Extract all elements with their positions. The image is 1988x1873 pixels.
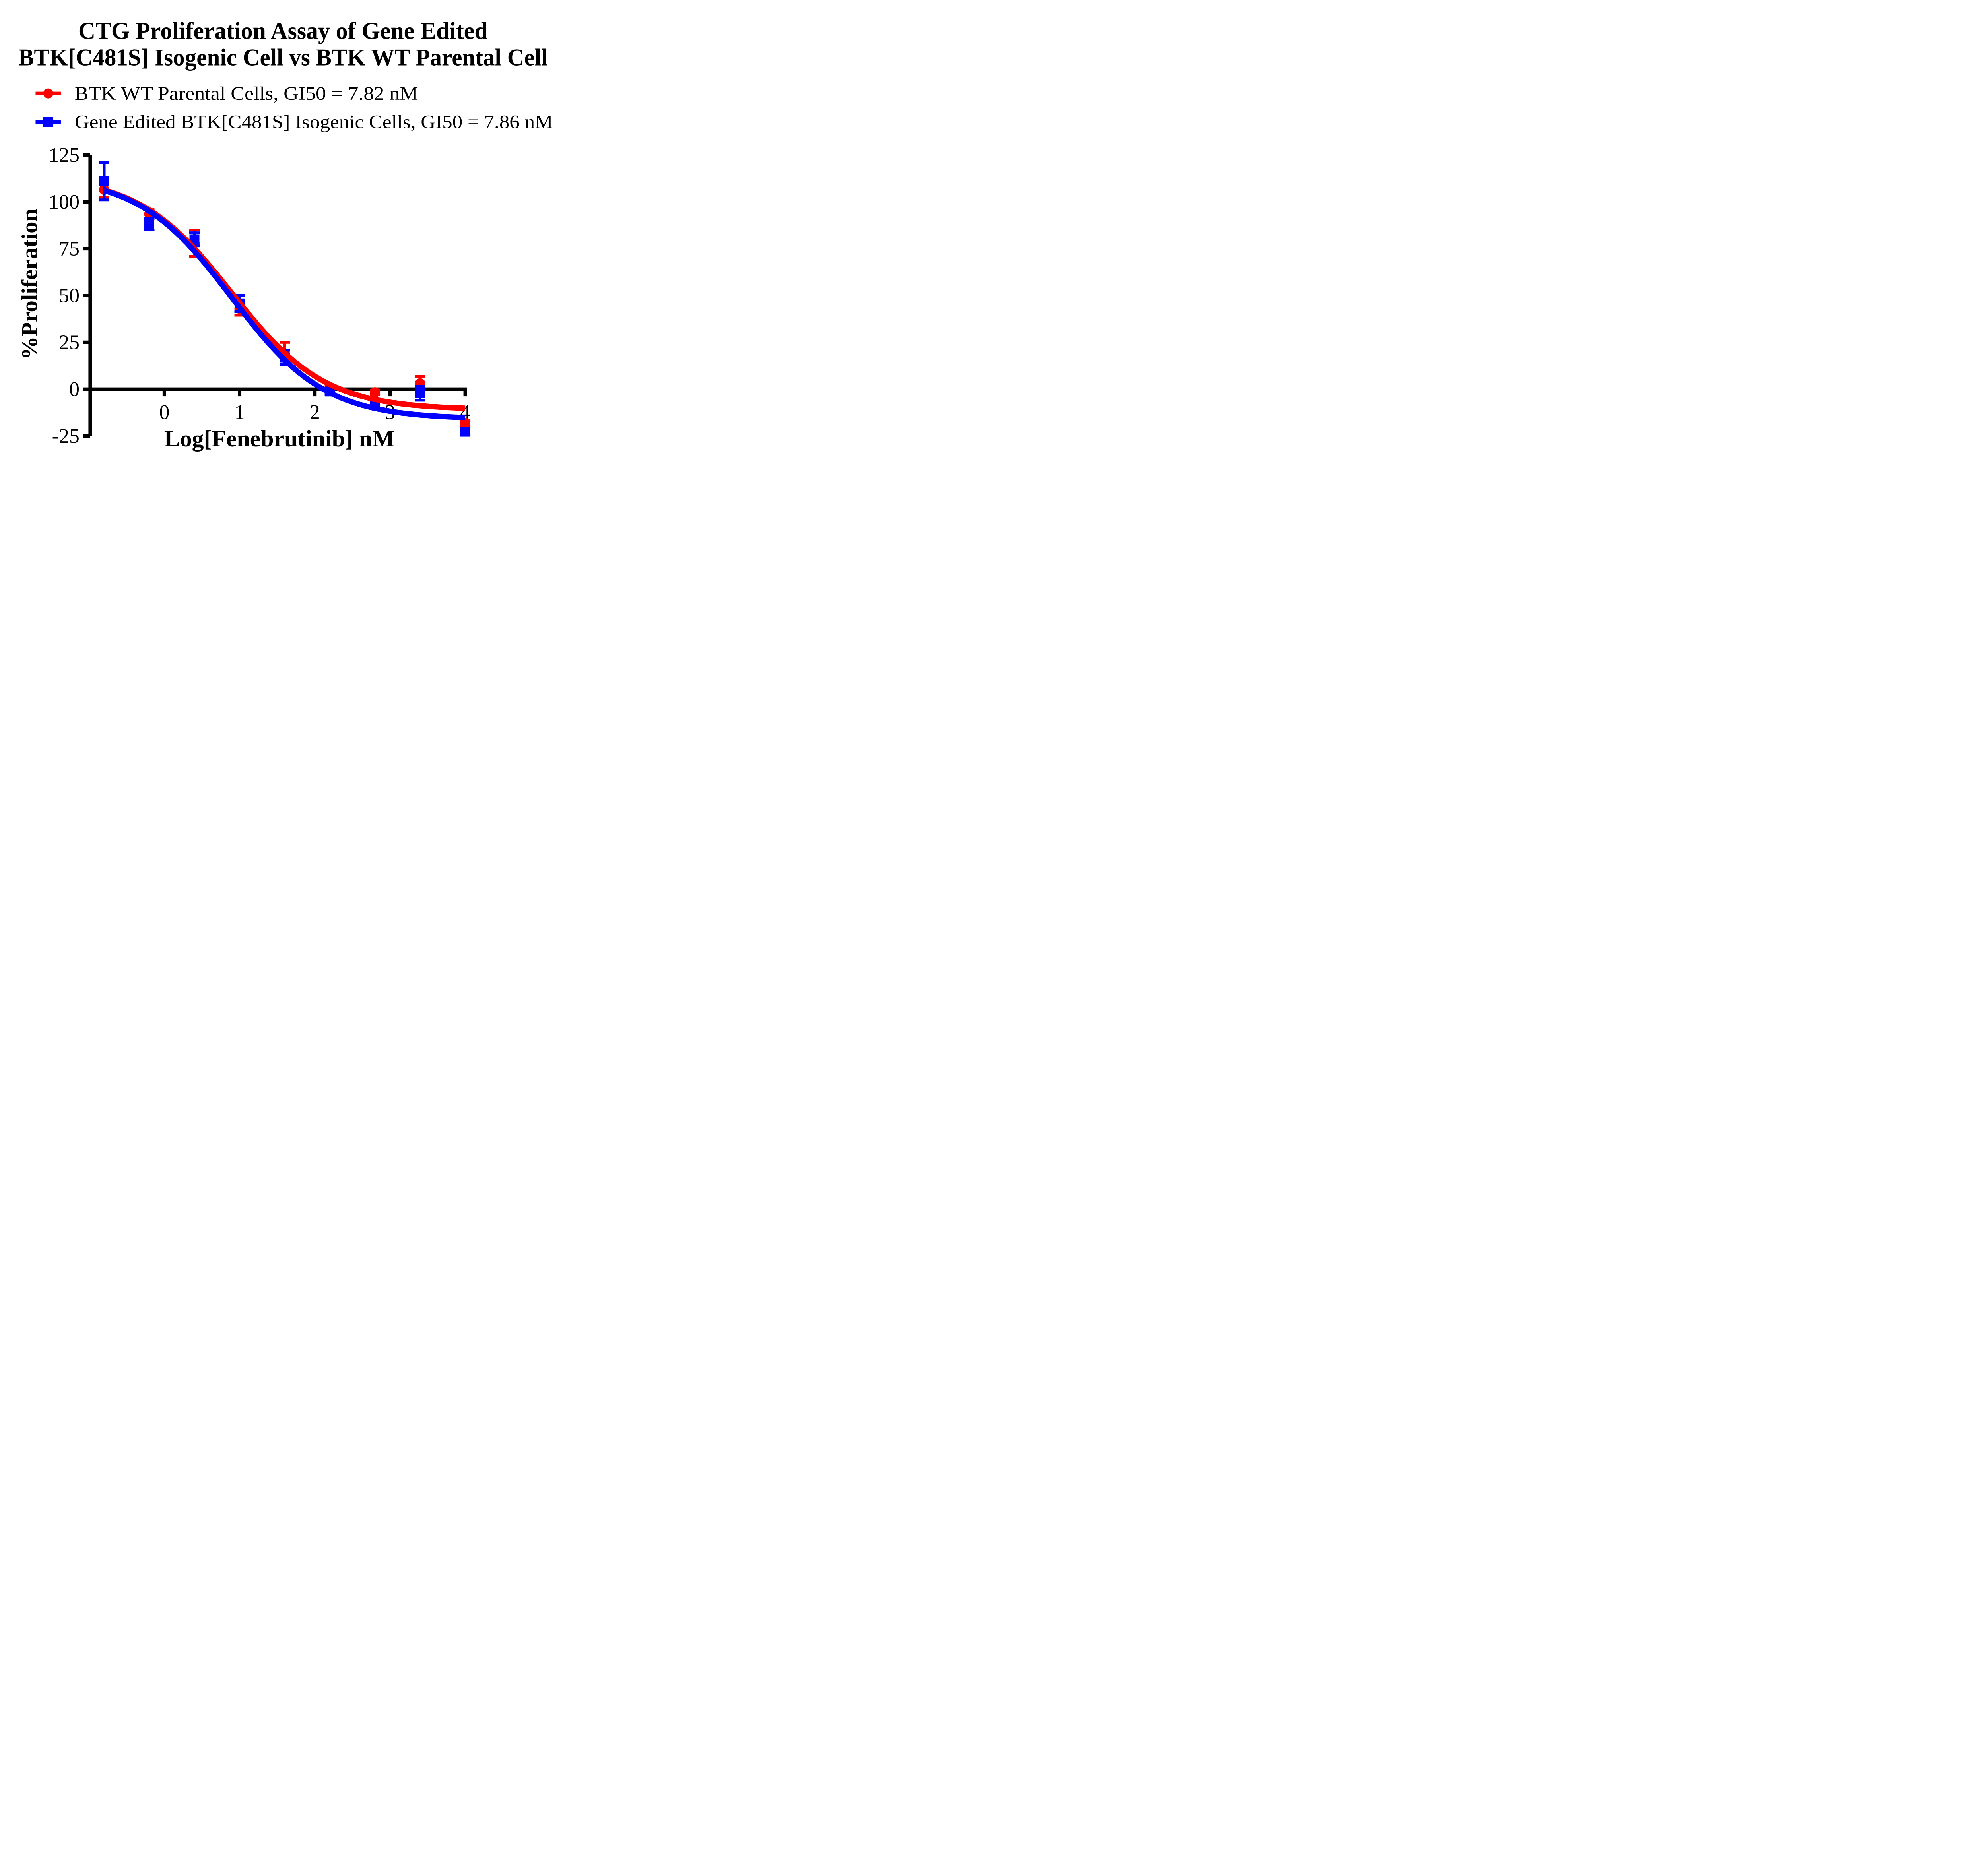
legend-item-wt-parental: BTK WT Parental Cells, GI50 = 7.82 nM	[35, 83, 418, 104]
fit-curves	[103, 187, 467, 421]
legend-label-c481s: Gene Edited BTK[C481S] Isogenic Cells, G…	[75, 112, 553, 133]
y-tick-label: 100	[49, 191, 80, 213]
chart-title-line1: CTG Proliferation Assay of Gene Edited	[78, 18, 488, 44]
x-tick-label: 0	[159, 401, 169, 424]
x-axis-title: Log[Fenebrutinib] nM	[164, 426, 395, 452]
x-tick-label: 2	[310, 401, 320, 424]
data-points	[99, 161, 471, 437]
data-point-square	[415, 388, 425, 398]
y-tick-label: 0	[69, 378, 80, 401]
data-point-circle	[370, 387, 381, 398]
legend-label-wt-parental: BTK WT Parental Cells, GI50 = 7.82 nM	[75, 83, 418, 104]
data-point-square	[460, 427, 470, 437]
y-axis-title: %Proliferation	[17, 209, 42, 360]
fit-curve-wt-parental	[103, 187, 467, 411]
y-axis-ticks	[83, 153, 90, 438]
figure: CTG Proliferation Assay of Gene Edited B…	[0, 0, 559, 468]
data-point-circle	[460, 418, 471, 429]
x-tick-label: 1	[235, 401, 245, 424]
series-wt-parental	[99, 180, 471, 429]
y-axis-tick-labels: 125 100 75 50 25 0 -25	[49, 144, 80, 448]
y-tick-label: 125	[49, 144, 80, 167]
data-point-square	[99, 176, 109, 186]
legend-circle-marker-icon	[43, 88, 53, 99]
legend: BTK WT Parental Cells, GI50 = 7.82 nM Ge…	[35, 83, 553, 133]
y-tick-label: -25	[52, 425, 80, 448]
chart-title-line2: BTK[C481S] Isogenic Cell vs BTK WT Paren…	[18, 45, 548, 71]
legend-item-c481s: Gene Edited BTK[C481S] Isogenic Cells, G…	[35, 112, 553, 133]
y-tick-label: 25	[59, 331, 80, 354]
fit-curve-c481s	[103, 188, 467, 421]
y-tick-label: 75	[59, 238, 80, 260]
y-tick-label: 50	[59, 284, 80, 307]
legend-square-marker-icon	[43, 117, 53, 127]
data-point-square	[144, 219, 155, 229]
x-axis-ticks	[162, 389, 467, 397]
series-c481s	[99, 161, 471, 437]
dose-response-chart: CTG Proliferation Assay of Gene Edited B…	[17, 18, 553, 452]
